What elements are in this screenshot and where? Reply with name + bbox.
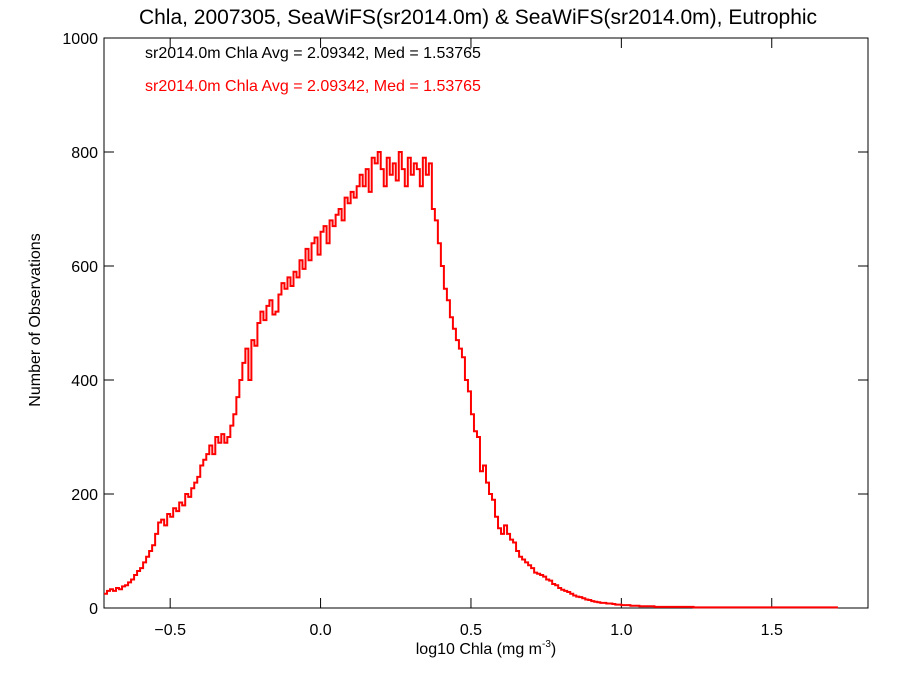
histogram-series — [104, 151, 838, 609]
y-axis-label: Number of Observations — [27, 233, 44, 406]
x-axis-label-close: ) — [551, 641, 556, 658]
x-tick-label: 0.5 — [460, 622, 482, 639]
plot-area — [103, 37, 869, 609]
stats-annotation-black: sr2014.0m Chla Avg = 2.09342, Med = 1.53… — [145, 45, 481, 62]
y-tick-label: 1000 — [62, 31, 98, 48]
x-tick-label: 1.0 — [610, 622, 632, 639]
y-tick-label: 800 — [71, 145, 98, 162]
y-tick-label: 200 — [71, 487, 98, 504]
chart-title: Chla, 2007305, SeaWiFS(sr2014.0m) & SeaW… — [139, 6, 817, 29]
x-tick-label: 1.5 — [761, 622, 783, 639]
y-tick-label: 0 — [89, 601, 98, 618]
x-axis-label-superscript: -3 — [542, 639, 551, 650]
x-axis-label: log10 Chla (mg m-3) — [416, 639, 557, 658]
x-axis: −0.5 0.0 0.5 1.0 1.5 — [154, 38, 783, 639]
plot-frame — [103, 37, 869, 609]
x-tick-label: −0.5 — [154, 622, 186, 639]
x-tick-label: 0.0 — [309, 622, 331, 639]
x-axis-label-main: log10 Chla (mg m — [416, 641, 542, 658]
y-axis: 0 200 400 600 800 1000 — [62, 31, 868, 618]
stats-annotation-red: sr2014.0m Chla Avg = 2.09342, Med = 1.53… — [145, 78, 481, 95]
y-tick-label: 600 — [71, 259, 98, 276]
y-tick-label: 400 — [71, 373, 98, 390]
